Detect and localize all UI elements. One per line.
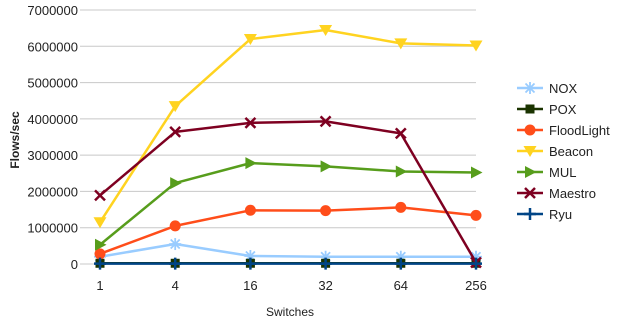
- x-axis-ticks: 1 4 16 32 64 256: [96, 278, 486, 293]
- series-line-nox: [99, 242, 476, 258]
- data-point-nox: [169, 238, 182, 251]
- data-point-floodlight: [169, 220, 181, 232]
- data-point-beacon: [93, 217, 107, 229]
- y-tick-label: 2000000: [27, 184, 78, 199]
- data-point-nox: [524, 82, 536, 94]
- legend-label: POX: [549, 102, 577, 117]
- x-tick-label: 1: [96, 278, 103, 293]
- data-point-maestro: [394, 127, 407, 140]
- legend-label: Beacon: [549, 144, 593, 159]
- data-point-maestro: [319, 115, 332, 128]
- series-nox: [94, 238, 482, 263]
- series-floodlight: [94, 201, 482, 260]
- series-beacon: [93, 24, 483, 229]
- y-tick-label: 4000000: [27, 112, 78, 127]
- legend-item-floodlight: FloodLight: [517, 123, 610, 138]
- grid-lines: [80, 9, 476, 265]
- y-axis-title: Flows/sec: [8, 111, 22, 169]
- legend: NOX POX FloodLight Beacon MUL Maestro Ryu: [517, 81, 610, 222]
- legend-item-pox: POX: [517, 102, 577, 117]
- y-tick-label: 5000000: [27, 76, 78, 91]
- data-point-ryu: [394, 257, 407, 270]
- data-point-beacon: [523, 146, 537, 157]
- data-point-floodlight: [470, 209, 482, 221]
- y-tick-label: 1000000: [27, 221, 78, 236]
- series-line-mul: [99, 161, 477, 246]
- data-point-ryu: [169, 257, 182, 270]
- data-point-ryu: [319, 257, 332, 270]
- series-group: [93, 24, 483, 270]
- legend-item-beacon: Beacon: [517, 144, 593, 159]
- x-tick-label: 16: [243, 278, 257, 293]
- data-point-pox: [525, 104, 535, 114]
- x-tick-label: 256: [465, 278, 487, 293]
- data-point-beacon: [319, 24, 333, 36]
- series-mul: [95, 157, 483, 251]
- legend-label: FloodLight: [549, 123, 610, 138]
- data-point-maestro: [94, 189, 106, 202]
- data-point-mul: [395, 165, 408, 178]
- legend-item-ryu: Ryu: [517, 207, 572, 222]
- data-point-mul: [525, 166, 537, 178]
- data-point-beacon: [394, 38, 408, 50]
- y-axis-ticks: 0 1000000 2000000 3000000 4000000 5000000 6000…: [27, 3, 78, 272]
- data-point-ryu: [524, 208, 536, 220]
- x-tick-label: 4: [172, 278, 179, 293]
- data-point-mul: [320, 160, 333, 173]
- data-point-maestro: [169, 126, 182, 138]
- legend-item-maestro: Maestro: [517, 186, 596, 201]
- x-axis-title: Switches: [266, 305, 314, 319]
- data-point-floodlight: [395, 201, 407, 213]
- data-point-ryu: [94, 257, 106, 270]
- legend-label: Maestro: [549, 186, 596, 201]
- legend-label: MUL: [549, 165, 576, 180]
- data-point-ryu: [470, 257, 482, 270]
- data-point-floodlight: [244, 204, 256, 216]
- legend-label: NOX: [549, 81, 578, 96]
- data-point-floodlight: [94, 248, 106, 260]
- y-tick-label: 6000000: [27, 39, 78, 54]
- x-tick-label: 32: [318, 278, 332, 293]
- data-point-mul: [170, 177, 182, 190]
- series-line-beacon: [98, 28, 477, 223]
- series-line-floodlight: [99, 206, 477, 256]
- data-point-floodlight: [320, 205, 332, 217]
- y-tick-label: 3000000: [27, 148, 78, 163]
- legend-label: Ryu: [549, 207, 572, 222]
- data-point-maestro: [244, 116, 257, 129]
- data-point-floodlight: [524, 124, 536, 136]
- data-point-mul: [245, 157, 257, 170]
- data-point-beacon: [469, 40, 483, 52]
- data-point-beacon: [243, 34, 257, 46]
- data-point-mul: [471, 166, 483, 179]
- data-point-mul: [95, 238, 107, 251]
- data-point-ryu: [244, 257, 257, 270]
- y-tick-label: 0: [71, 257, 78, 272]
- y-tick-label: 7000000: [27, 3, 78, 18]
- legend-item-nox: NOX: [517, 81, 578, 96]
- legend-item-mul: MUL: [517, 165, 576, 180]
- x-tick-label: 64: [394, 278, 408, 293]
- data-point-beacon: [168, 101, 182, 113]
- series-line-maestro: [99, 120, 478, 264]
- series-ryu: [94, 257, 482, 270]
- data-point-maestro: [524, 187, 536, 199]
